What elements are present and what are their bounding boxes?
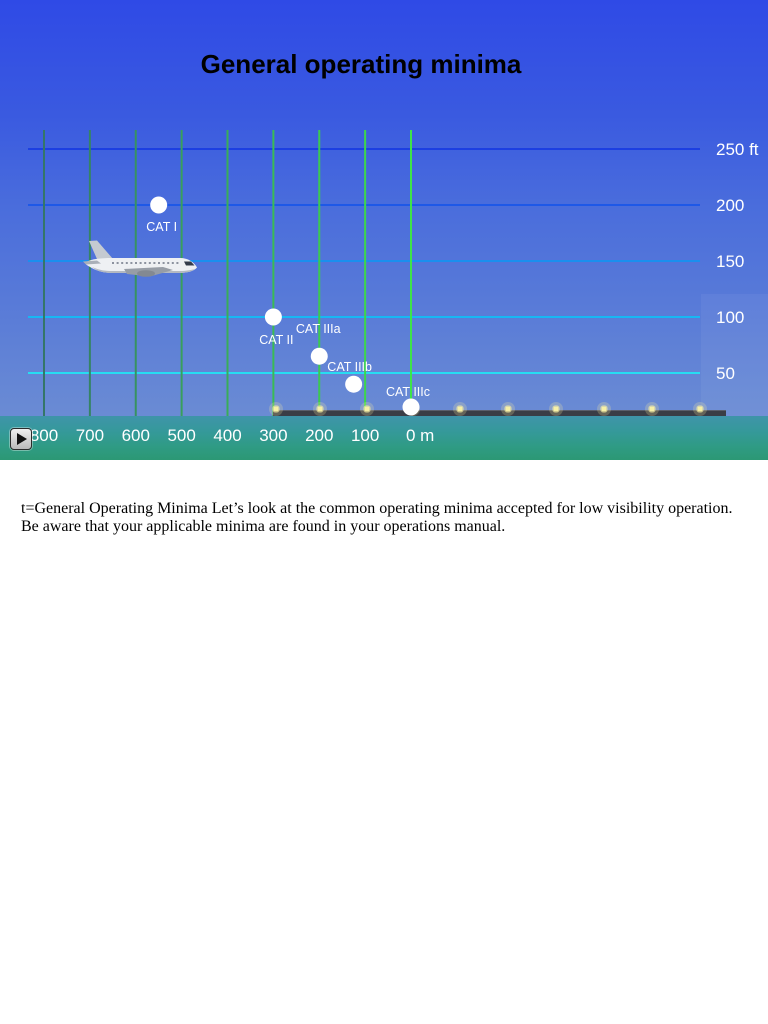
runway-light (317, 406, 323, 412)
data-point-cat-iiic (402, 398, 420, 416)
x-axis-tick-labels: 800 700 600 500 400 300 200 100 0 m (30, 426, 435, 445)
minima-points (150, 196, 420, 416)
lesson-slide: General operating minima 50 100 150 200 250 … (0, 0, 768, 460)
airplane-belly-shade (92, 267, 195, 273)
point-label-cat-ii: CAT II (259, 333, 293, 347)
runway-light (697, 406, 703, 412)
chart-title: General operating minima (201, 49, 522, 79)
x-tick-label-600: 600 (122, 426, 150, 445)
y-tick-label-200: 200 (716, 196, 744, 215)
data-point-cat-ii (264, 308, 282, 326)
data-point-cat-i (150, 196, 168, 214)
airplane-illustration (83, 240, 197, 277)
x-tick-label-500: 500 (167, 426, 195, 445)
point-label-cat-i: CAT I (146, 220, 177, 234)
point-label-cat-iiib: CAT IIIb (327, 360, 372, 374)
airplane-engine (137, 270, 155, 277)
y-axis-tick-labels: 50 100 150 200 250 ft (716, 140, 759, 383)
y-tick-label-250: 250 ft (716, 140, 759, 159)
y-tick-label-50: 50 (716, 364, 735, 383)
x-tick-label-800: 800 (30, 426, 58, 445)
x-tick-label-300: 300 (259, 426, 287, 445)
airplane-cockpit-window (184, 261, 195, 266)
axis-label-panel (701, 294, 768, 416)
x-tick-label-0: 0 m (406, 426, 434, 445)
airplane-tail-fin (89, 240, 113, 259)
x-tick-label-400: 400 (213, 426, 241, 445)
runway-light (457, 406, 463, 412)
point-label-cat-iiia: CAT IIIa (296, 322, 341, 336)
point-label-cat-iiic: CAT IIIc (386, 385, 430, 399)
runway-lights (269, 402, 707, 416)
x-tick-label-100: 100 (351, 426, 379, 445)
y-tick-label-150: 150 (716, 252, 744, 271)
data-point-cat-iiia (310, 347, 328, 365)
transcript-text: t=General Operating Minima Let’s look at… (21, 500, 733, 535)
x-tick-label-700: 700 (76, 426, 104, 445)
runway-light (553, 406, 559, 412)
runway (269, 402, 726, 416)
runway-light (364, 406, 370, 412)
airplane-stabilizer (83, 260, 101, 265)
y-tick-label-100: 100 (716, 308, 744, 327)
runway-light (649, 406, 655, 412)
play-icon (17, 433, 27, 445)
minima-chart: General operating minima 50 100 150 200 250 … (28, 49, 759, 445)
runway-light (273, 406, 279, 412)
data-point-cat-iiib (345, 375, 363, 393)
runway-surface (273, 410, 726, 416)
runway-light (601, 406, 607, 412)
x-tick-label-200: 200 (305, 426, 333, 445)
horizontal-gridlines (28, 148, 700, 374)
runway-light (505, 406, 511, 412)
ground-band (0, 416, 768, 460)
play-button[interactable] (10, 428, 32, 450)
